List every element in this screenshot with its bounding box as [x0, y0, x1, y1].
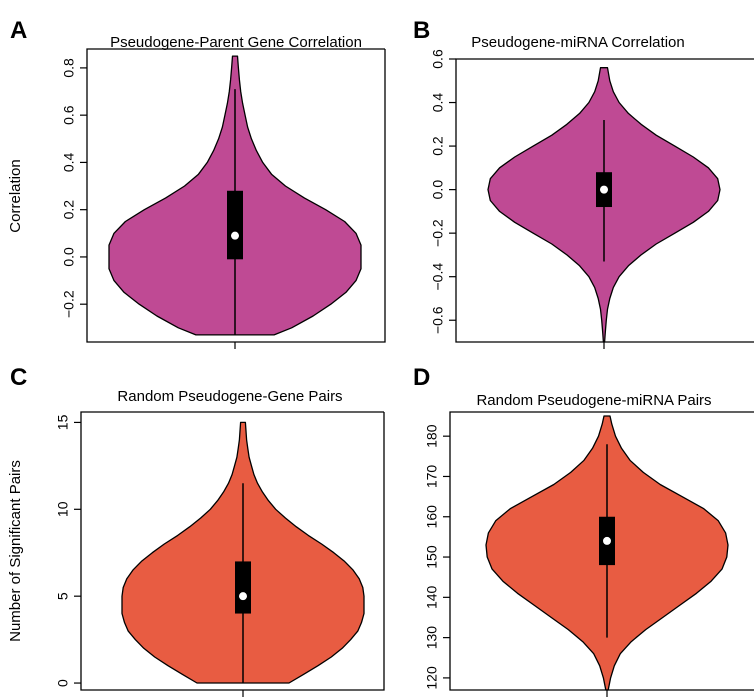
- median-point: [600, 185, 608, 194]
- panel-d: D Random Pseudogene-miRNA Pairs 120 130 140 1…: [413, 364, 754, 697]
- panel-letter: C: [10, 364, 27, 391]
- y-tick-label: 170: [424, 465, 440, 489]
- y-tick-label: 180: [424, 424, 440, 448]
- panel-letter: B: [413, 17, 430, 44]
- y-tick-label: −0.2: [430, 219, 446, 247]
- y-tick-label: 0.0: [430, 180, 446, 200]
- y-tick-label: 120: [424, 666, 440, 690]
- y-tick-label: 0.2: [61, 200, 77, 220]
- chart-title: Random Pseudogene-Gene Pairs: [117, 388, 342, 405]
- y-tick-label: −0.6: [430, 306, 446, 334]
- chart-title: Pseudogene-Parent Gene Correlation: [110, 34, 362, 51]
- median-point: [603, 536, 611, 545]
- chart-title: Random Pseudogene-miRNA Pairs: [476, 392, 711, 409]
- y-tick-label: 0.6: [430, 49, 446, 69]
- chart-title: Pseudogene-miRNA Correlation: [471, 34, 684, 51]
- plot-frame: [449, 411, 754, 691]
- y-axis-label: Number of Significant Pairs: [7, 460, 24, 642]
- y-tick-label: 150: [424, 545, 440, 569]
- median-point: [231, 231, 239, 240]
- y-tick-label: −0.4: [430, 263, 446, 291]
- y-tick-label: 130: [424, 626, 440, 650]
- y-tick-label: 140: [424, 585, 440, 609]
- y-tick-label: 0.4: [61, 152, 77, 172]
- plot-frame: [455, 58, 754, 343]
- y-tick-label: 0.8: [61, 58, 77, 78]
- y-tick-label: 0: [55, 679, 71, 687]
- y-axis-label: Correlation: [7, 159, 24, 232]
- y-tick-label: 0.0: [61, 247, 77, 267]
- y-tick-label: 10: [55, 501, 71, 517]
- y-tick-label: 0.6: [61, 105, 77, 125]
- median-point: [239, 592, 247, 601]
- panel-letter: A: [10, 17, 27, 44]
- y-tick-label: 15: [55, 414, 71, 430]
- y-tick-label: 5: [55, 592, 71, 600]
- y-tick-label: −0.2: [61, 290, 77, 318]
- iqr-box: [235, 561, 251, 614]
- y-tick-label: 160: [424, 505, 440, 529]
- y-tick-label: 0.2: [430, 136, 446, 156]
- panel-b: B Pseudogene-miRNA Correlation −0.6 −0.4 −0.…: [413, 17, 754, 349]
- iqr-box: [227, 190, 243, 260]
- plot-frame: [86, 48, 386, 343]
- panel-a: A Pseudogene-Parent Gene Correlation Corre…: [7, 17, 386, 349]
- panel-c: C Random Pseudogene-Gene Pairs Number of S…: [7, 364, 385, 697]
- panel-letter: D: [413, 364, 430, 391]
- y-tick-label: 0.4: [430, 93, 446, 113]
- plot-frame: [80, 411, 385, 691]
